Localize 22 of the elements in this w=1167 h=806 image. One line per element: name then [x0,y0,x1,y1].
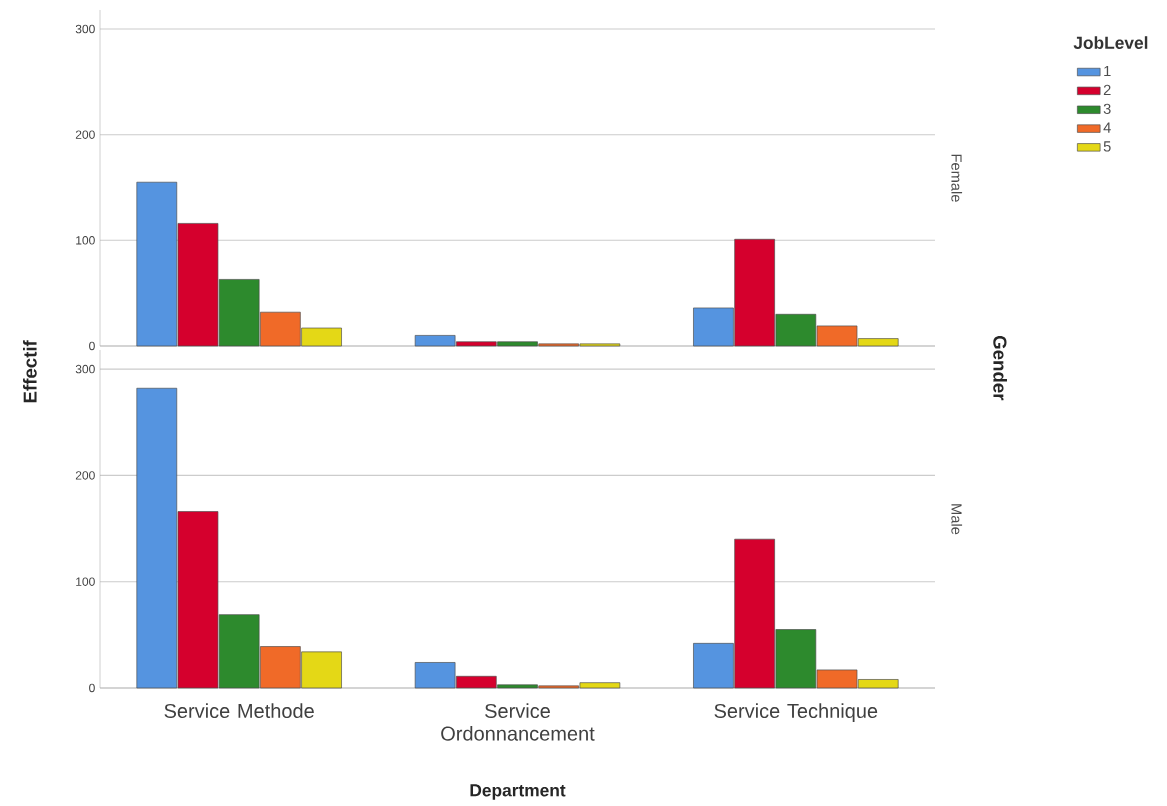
y-tick-label: 200 [75,130,95,139]
y-axis-title: Effectif [23,340,37,403]
y2-axis-title: Male [951,504,963,535]
y-tick-label: 0 [89,341,95,351]
text: Gender [993,335,1007,401]
legend-label: 4 [1103,122,1111,133]
x-axis-title: Department [470,784,566,800]
x-tick-label: Service Ordonnancement [441,703,595,741]
legend-label: 2 [1103,84,1111,95]
y2-axis-title: Female [951,154,963,202]
y-tick-label: 300 [75,364,95,374]
x-tick-label: Service Methode [164,703,314,719]
legend-label: 5 [1103,141,1111,152]
legend-title: JobLevel [1073,36,1148,49]
y-tick-label: 200 [75,471,95,480]
legend-label: 3 [1103,103,1111,115]
y-tick-label: 0 [89,683,95,693]
y-tick-label: 300 [75,24,95,34]
legend-label: 1 [1104,66,1111,77]
y-tick-label: 100 [76,236,95,245]
x-tick-label: Service Technique [714,703,878,722]
y-tick-label: 100 [76,577,95,586]
